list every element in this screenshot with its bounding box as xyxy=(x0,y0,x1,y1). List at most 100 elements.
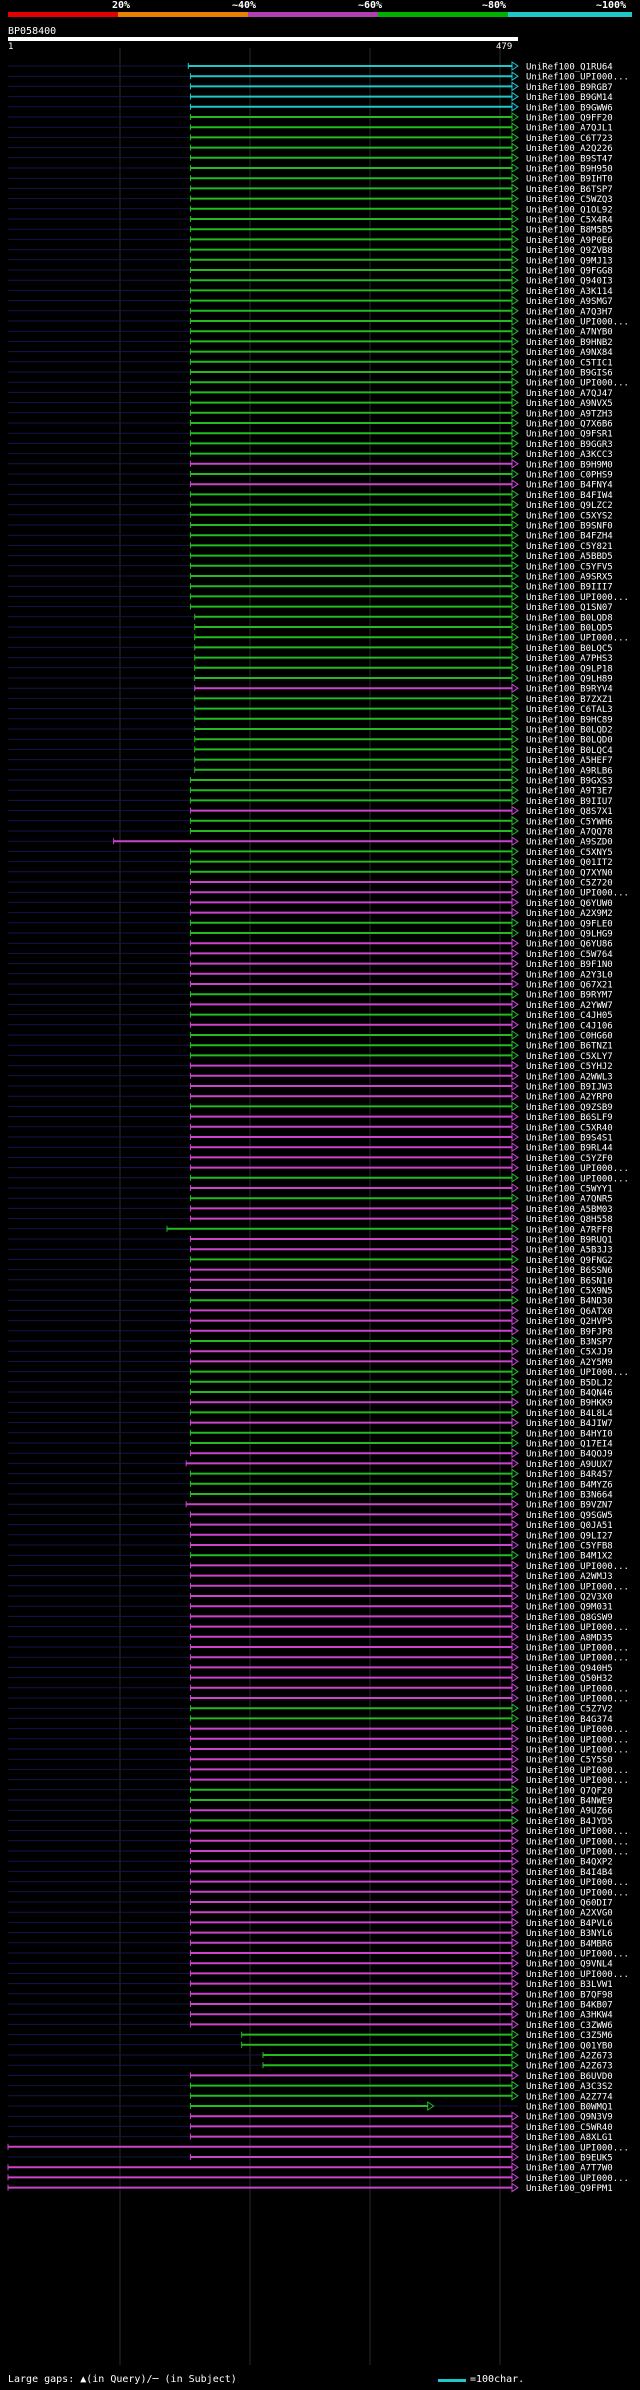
hit-label[interactable]: UniRef100_C5WR40 xyxy=(526,2123,613,2133)
hit-label[interactable]: UniRef100_A2Y3L0 xyxy=(526,970,613,980)
hit-label[interactable]: UniRef100_A7QJL1 xyxy=(526,124,613,134)
hit-label[interactable]: UniRef100_B0LQD0 xyxy=(526,736,613,746)
hit-label[interactable]: UniRef100_A9UZ66 xyxy=(526,1807,613,1817)
hit-label[interactable]: UniRef100_UPI000... xyxy=(526,1654,629,1664)
hit-label[interactable]: UniRef100_C0HG60 xyxy=(526,1032,613,1042)
hit-label[interactable]: UniRef100_A8MD35 xyxy=(526,1633,613,1643)
hit-label[interactable]: UniRef100_B3N664 xyxy=(526,1491,613,1501)
hit-label[interactable]: UniRef100_UPI000... xyxy=(526,1582,629,1592)
hit-label[interactable]: UniRef100_B9VZN7 xyxy=(526,1501,613,1511)
hit-label[interactable]: UniRef100_UPI000... xyxy=(526,634,629,644)
hit-label[interactable]: UniRef100_B3LVW1 xyxy=(526,1980,613,1990)
hit-label[interactable]: UniRef100_Q1OL92 xyxy=(526,205,613,215)
hit-label[interactable]: UniRef100_B4R457 xyxy=(526,1470,613,1480)
hit-label[interactable]: UniRef100_B4MYZ6 xyxy=(526,1480,613,1490)
hit-label[interactable]: UniRef100_B4I4B4 xyxy=(526,1868,613,1878)
hit-label[interactable]: UniRef100_UPI000... xyxy=(526,593,629,603)
hit-label[interactable]: UniRef100_Q1SN07 xyxy=(526,603,613,613)
hit-label[interactable]: UniRef100_B4L8L4 xyxy=(526,1409,613,1419)
hit-label[interactable]: UniRef100_Q9FF20 xyxy=(526,114,613,124)
hit-label[interactable]: UniRef100_C6T723 xyxy=(526,134,613,144)
hit-label[interactable]: UniRef100_Q7QF20 xyxy=(526,1786,613,1796)
hit-label[interactable]: UniRef100_B3NYL6 xyxy=(526,1929,613,1939)
hit-label[interactable]: UniRef100_B7ZXZ1 xyxy=(526,695,613,705)
hit-label[interactable]: UniRef100_B9IJW3 xyxy=(526,1083,613,1093)
hit-label[interactable]: UniRef100_C5WZQ3 xyxy=(526,195,613,205)
hit-label[interactable]: UniRef100_C5XNY5 xyxy=(526,848,613,858)
hit-label[interactable]: UniRef100_Q9FNG2 xyxy=(526,1256,613,1266)
hit-label[interactable]: UniRef100_B4QXP2 xyxy=(526,1858,613,1868)
hit-label[interactable]: UniRef100_A9P0E6 xyxy=(526,236,613,246)
hit-label[interactable]: UniRef100_UPI000... xyxy=(526,2174,629,2184)
hit-label[interactable]: UniRef100_A7NYB0 xyxy=(526,328,613,338)
hit-label[interactable]: UniRef100_UPI000... xyxy=(526,1950,629,1960)
hit-label[interactable]: UniRef100_B6TNZ1 xyxy=(526,1042,613,1052)
hit-label[interactable]: UniRef100_A2XVG0 xyxy=(526,1909,613,1919)
hit-label[interactable]: UniRef100_Q17EI4 xyxy=(526,1440,613,1450)
hit-label[interactable]: UniRef100_UPI000... xyxy=(526,1848,629,1858)
hit-label[interactable]: UniRef100_Q9LHG9 xyxy=(526,930,613,940)
hit-label[interactable]: UniRef100_B6SSN6 xyxy=(526,1266,613,1276)
hit-label[interactable]: UniRef100_A5B3J3 xyxy=(526,1246,613,1256)
hit-label[interactable]: UniRef100_UPI000... xyxy=(526,1776,629,1786)
hit-label[interactable]: UniRef100_A2Q226 xyxy=(526,144,613,154)
hit-label[interactable]: UniRef100_UPI000... xyxy=(526,1888,629,1898)
hit-label[interactable]: UniRef100_B9IIU7 xyxy=(526,797,613,807)
hit-label[interactable]: UniRef100_Q7XYN0 xyxy=(526,868,613,878)
hit-label[interactable]: UniRef100_UPI000... xyxy=(526,1725,629,1735)
hit-label[interactable]: UniRef100_B6SN10 xyxy=(526,1276,613,1286)
hit-label[interactable]: UniRef100_Q67X21 xyxy=(526,981,613,991)
hit-label[interactable]: UniRef100_C5YWH6 xyxy=(526,817,613,827)
hit-label[interactable]: UniRef100_B4QN46 xyxy=(526,1389,613,1399)
hit-label[interactable]: UniRef100_B9GM14 xyxy=(526,93,613,103)
hit-label[interactable]: UniRef100_B7QF98 xyxy=(526,1990,613,2000)
hit-label[interactable]: UniRef100_C5YFV5 xyxy=(526,562,613,572)
hit-label[interactable]: UniRef100_Q1RU64 xyxy=(526,63,613,73)
hit-label[interactable]: UniRef100_Q01YB0 xyxy=(526,2041,613,2051)
hit-label[interactable]: UniRef100_B9RYV4 xyxy=(526,685,613,695)
hit-label[interactable]: UniRef100_A7RFF8 xyxy=(526,1225,613,1235)
hit-label[interactable]: UniRef100_UPI000... xyxy=(526,1695,629,1705)
hit-label[interactable]: UniRef100_B3NSP7 xyxy=(526,1338,613,1348)
hit-label[interactable]: UniRef100_B9IHT0 xyxy=(526,175,613,185)
hit-label[interactable]: UniRef100_B9GIS6 xyxy=(526,369,613,379)
hit-label[interactable]: UniRef100_A2YWW7 xyxy=(526,1001,613,1011)
hit-label[interactable]: UniRef100_C4JH05 xyxy=(526,1011,613,1021)
hit-label[interactable]: UniRef100_A9RLB6 xyxy=(526,766,613,776)
hit-label[interactable]: UniRef100_A9TZH3 xyxy=(526,409,613,419)
hit-label[interactable]: UniRef100_B6UVD0 xyxy=(526,2072,613,2082)
hit-label[interactable]: UniRef100_B4FZH4 xyxy=(526,532,613,542)
hit-label[interactable]: UniRef100_UPI000... xyxy=(526,1562,629,1572)
hit-label[interactable]: UniRef100_C3ZWW6 xyxy=(526,2021,613,2031)
hit-label[interactable]: UniRef100_Q8S7X1 xyxy=(526,807,613,817)
hit-label[interactable]: UniRef100_C5X4R4 xyxy=(526,216,613,226)
hit-label[interactable]: UniRef100_UPI000... xyxy=(526,379,629,389)
hit-label[interactable]: UniRef100_A7QNR5 xyxy=(526,1195,613,1205)
hit-label[interactable]: UniRef100_B6TSP7 xyxy=(526,185,613,195)
hit-label[interactable]: UniRef100_Q9FPM1 xyxy=(526,2184,613,2194)
hit-label[interactable]: UniRef100_B4M1X2 xyxy=(526,1552,613,1562)
hit-label[interactable]: UniRef100_A2WWL3 xyxy=(526,1072,613,1082)
hit-label[interactable]: UniRef100_A7PHS3 xyxy=(526,654,613,664)
hit-label[interactable]: UniRef100_A5HEF7 xyxy=(526,756,613,766)
hit-label[interactable]: UniRef100_UPI000... xyxy=(526,1827,629,1837)
hit-label[interactable]: UniRef100_Q60DI7 xyxy=(526,1899,613,1909)
hit-label[interactable]: UniRef100_A2Z673 xyxy=(526,2052,613,2062)
hit-label[interactable]: UniRef100_Q0JA51 xyxy=(526,1521,613,1531)
hit-label[interactable]: UniRef100_A9NX84 xyxy=(526,348,613,358)
hit-label[interactable]: UniRef100_UPI000... xyxy=(526,1684,629,1694)
hit-label[interactable]: UniRef100_B9EUK5 xyxy=(526,2154,613,2164)
hit-label[interactable]: UniRef100_B8M5B5 xyxy=(526,226,613,236)
hit-label[interactable]: UniRef100_C5WYY1 xyxy=(526,1185,613,1195)
hit-label[interactable]: UniRef100_C3Z5M6 xyxy=(526,2031,613,2041)
hit-label[interactable]: UniRef100_A3KCC3 xyxy=(526,450,613,460)
hit-label[interactable]: UniRef100_A9NVX5 xyxy=(526,399,613,409)
hit-label[interactable]: UniRef100_UPI000... xyxy=(526,1970,629,1980)
hit-label[interactable]: UniRef100_A3C3S2 xyxy=(526,2082,613,2092)
hit-label[interactable]: UniRef100_B6SLF9 xyxy=(526,1113,613,1123)
hit-label[interactable]: UniRef100_C5X9N5 xyxy=(526,1287,613,1297)
hit-label[interactable]: UniRef100_A2WMJ3 xyxy=(526,1572,613,1582)
hit-label[interactable]: UniRef100_C6TAL3 xyxy=(526,705,613,715)
hit-label[interactable]: UniRef100_Q8GSW9 xyxy=(526,1613,613,1623)
hit-label[interactable]: UniRef100_Q940H5 xyxy=(526,1664,613,1674)
